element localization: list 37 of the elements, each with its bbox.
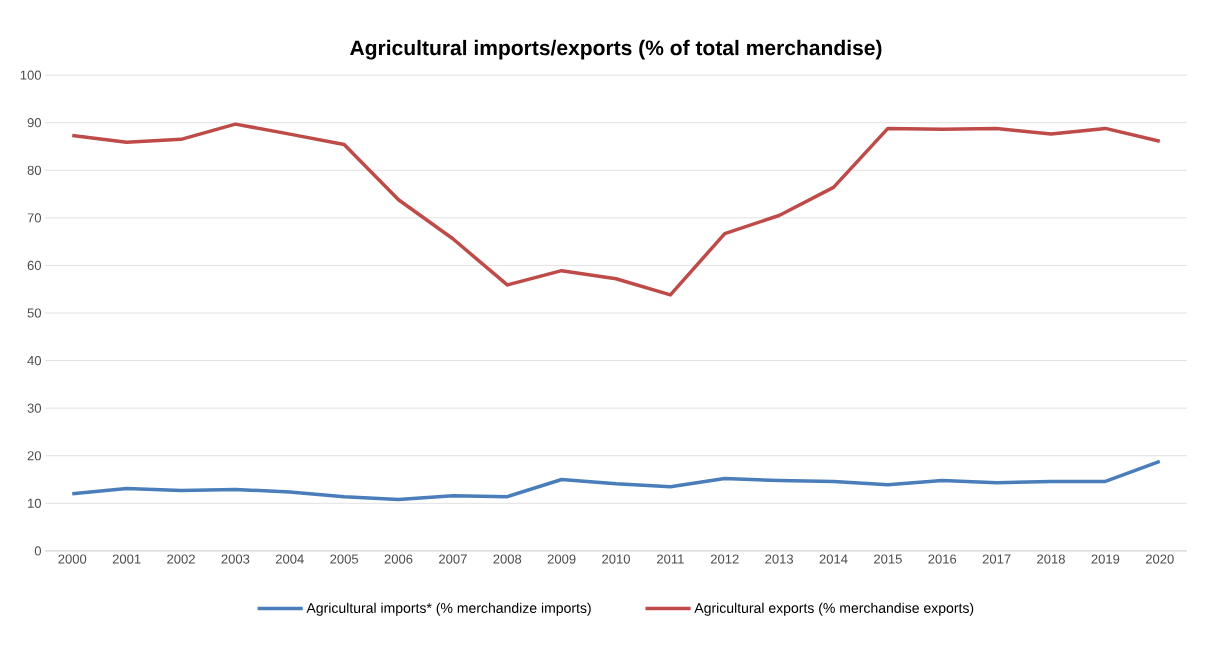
line-series [70, 122, 1162, 297]
y-tick-label: 20 [27, 451, 42, 461]
line-series [70, 459, 1162, 502]
x-tick-label: 2010 [602, 554, 630, 564]
y-tick-label: 70 [27, 213, 42, 223]
x-tick-label: 2001 [112, 554, 141, 564]
x-tick-label: 2013 [765, 554, 794, 564]
x-tick-label: 2004 [275, 554, 304, 564]
chart-title: Agricultural imports/exports (% of total merchandise) [350, 39, 882, 60]
y-tick-label: 90 [27, 118, 42, 128]
y-tick-label: 100 [20, 70, 42, 80]
x-tick-label: 2014 [819, 554, 848, 564]
x-tick-label: 2011 [657, 554, 684, 564]
x-tick-label: 2015 [874, 554, 902, 564]
legend-label: Agricultural exports (% merchandise exports) [694, 602, 974, 616]
x-tick-label: 2008 [493, 554, 522, 564]
y-tick-label: 50 [27, 308, 42, 318]
x-tick-label: 2012 [710, 554, 739, 564]
x-tick-label: 2009 [547, 554, 576, 564]
x-tick-label: 2007 [439, 554, 467, 564]
y-tick-label: 30 [27, 403, 42, 413]
x-tick-label: 2006 [384, 554, 413, 564]
x-tick-label: 2005 [330, 554, 359, 564]
y-tick-label: 60 [27, 260, 42, 271]
y-tick-label: 80 [27, 165, 42, 175]
x-tick-label: 2017 [982, 554, 1011, 564]
x-tick-label: 2016 [928, 554, 957, 564]
legend-label: Agricultural imports* (% merchandize imports) [306, 602, 591, 616]
x-tick-label: 2000 [58, 554, 87, 564]
x-tick-label: 2003 [221, 554, 250, 564]
y-tick-label: 0 [34, 546, 42, 556]
x-tick-label: 2019 [1091, 554, 1120, 564]
x-tick-label: 2018 [1037, 554, 1065, 564]
y-tick-label: 40 [27, 355, 42, 366]
x-tick-label: 2002 [167, 554, 195, 564]
y-tick-label: 10 [28, 498, 42, 508]
x-tick-label: 2020 [1145, 554, 1174, 564]
